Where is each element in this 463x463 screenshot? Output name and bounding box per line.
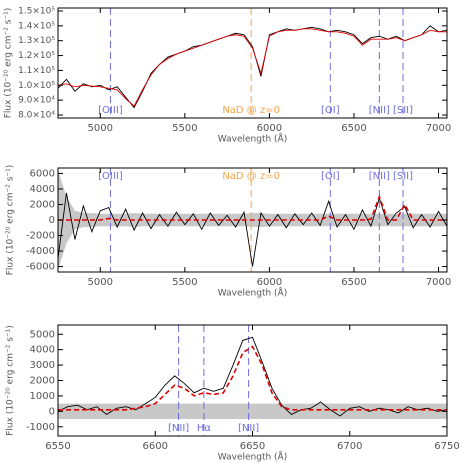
plot-frame [57, 7, 448, 119]
y-tick-label: 1000 [30, 391, 55, 402]
y-tick-label: 3000 [30, 360, 55, 371]
annotation-label: NaD @ z=0 [222, 105, 280, 116]
x-tick-label: 5500 [172, 123, 197, 134]
y-tick-label: 9.0×10⁴ [18, 96, 55, 106]
y-tick-label: -1000 [26, 422, 55, 433]
y-tick-label: 1.1×10⁵ [18, 66, 55, 76]
y-tick-label: 1.5×10⁵ [18, 6, 55, 16]
annotation-label: [OIII] [98, 171, 123, 182]
y-tick-label: -4000 [26, 246, 55, 257]
series-line [58, 345, 447, 411]
x-tick-label: 6700 [337, 441, 362, 452]
y-tick-label: 1.3×10⁵ [18, 36, 55, 46]
annotation-label: [NII] [369, 171, 390, 182]
y-tick-label: 1.0×10⁵ [18, 81, 55, 91]
x-tick-label: 5000 [88, 123, 113, 134]
x-tick-label: 6500 [341, 277, 366, 288]
x-tick-label: 6650 [240, 441, 265, 452]
y-tick-label: 4000 [30, 184, 55, 195]
x-axis-label: Wavelength (Å) [218, 451, 287, 463]
annotation-label: [OI] [321, 105, 340, 116]
series-line [58, 336, 447, 417]
plot-frame [57, 324, 448, 437]
series-line [58, 28, 447, 107]
x-tick-label: 6000 [257, 277, 282, 288]
series-line [58, 192, 447, 267]
x-tick-label: 5500 [172, 277, 197, 288]
annotation-label: Hα [197, 423, 212, 434]
y-tick-label: 1.4×10⁵ [18, 21, 55, 31]
y-axis-label: Flux (10⁻²⁰ erg cm⁻² s⁻¹) [4, 8, 14, 119]
annotation-label: [SII] [393, 171, 413, 182]
y-tick-label: 0 [49, 406, 55, 417]
series-line [58, 25, 447, 109]
y-tick-label: 4000 [30, 345, 55, 356]
y-tick-label: 8.0×10⁴ [18, 111, 55, 121]
y-tick-label: 1.2×10⁵ [18, 51, 55, 61]
annotation-label: [OIII] [98, 105, 123, 116]
annotation-label: NaD @ z=0 [222, 171, 280, 182]
y-axis-label: Flux (10⁻²⁰ erg cm⁻² s⁻¹) [6, 165, 16, 276]
annotation-label: [NII] [238, 423, 259, 434]
y-tick-label: 0 [49, 215, 55, 226]
x-tick-label: 6750 [434, 441, 459, 452]
error-band [58, 403, 447, 420]
series-line [58, 194, 447, 221]
x-tick-label: 5000 [88, 277, 113, 288]
annotation-label: [NII] [168, 423, 189, 434]
annotation-label: [NII] [369, 105, 390, 116]
annotation-label: [OI] [321, 171, 340, 182]
y-tick-label: 2000 [30, 376, 55, 387]
y-tick-label: 5000 [30, 329, 55, 340]
x-tick-label: 6550 [45, 441, 70, 452]
x-axis-label: Wavelength (Å) [218, 287, 287, 299]
x-axis-label: Wavelength (Å) [218, 133, 287, 145]
y-tick-label: -6000 [26, 262, 55, 273]
annotation-label: [SII] [393, 105, 413, 116]
y-tick-label: 6000 [30, 168, 55, 179]
y-axis-label: Flux (10⁻²⁰ erg cm⁻² s⁻¹) [6, 325, 16, 436]
x-tick-label: 6000 [257, 123, 282, 134]
x-tick-label: 6500 [341, 123, 366, 134]
y-tick-label: -2000 [26, 231, 55, 242]
x-tick-label: 6600 [143, 441, 168, 452]
y-tick-label: 2000 [30, 199, 55, 210]
x-tick-label: 7000 [426, 277, 451, 288]
x-tick-label: 7000 [426, 123, 451, 134]
